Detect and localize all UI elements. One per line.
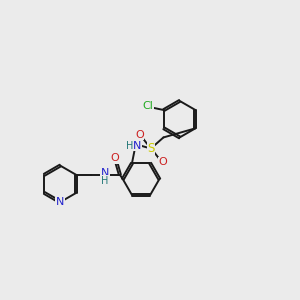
Text: O: O [158,158,167,167]
Text: N: N [133,141,141,151]
Text: N: N [101,168,109,178]
Text: O: O [110,153,119,163]
Text: S: S [147,142,155,155]
Text: O: O [135,130,144,140]
Text: Cl: Cl [142,101,153,111]
Text: N: N [56,197,64,207]
Text: H: H [101,176,109,186]
Text: H: H [126,141,134,151]
